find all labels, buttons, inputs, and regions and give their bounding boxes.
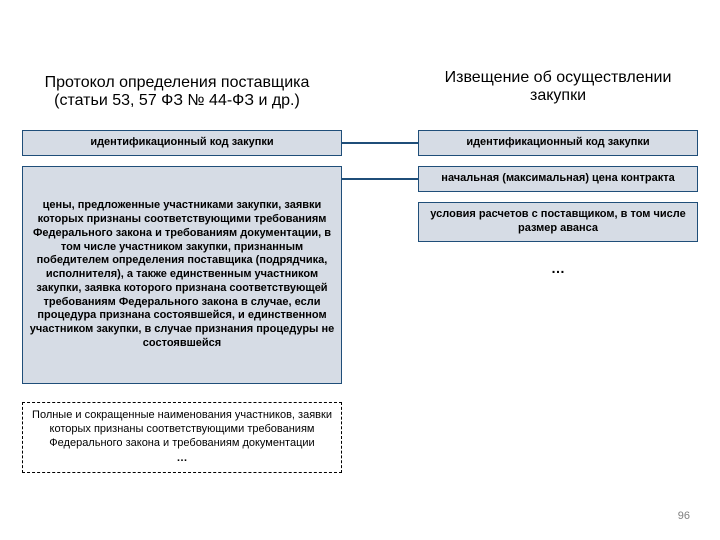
right-heading: Извещение об осуществлении закупки [418,69,698,105]
right-box-payment: условия расчетов с поставщиком, в том чи… [418,202,698,242]
left-heading: Протокол определения поставщика (статьи … [22,74,332,110]
left-dashed-text: Полные и сокращенные наименования участн… [32,409,332,449]
right-ellipsis-text: … [551,260,565,276]
right-box-id-code: идентификационный код закупки [418,130,698,156]
left-heading-text: Протокол определения поставщика (статьи … [45,74,310,109]
right-box-payment-text: условия расчетов с поставщиком, в том чи… [425,208,691,236]
left-box-id-code-text: идентификационный код закупки [90,136,273,150]
right-heading-text: Извещение об осуществлении закупки [445,69,672,104]
right-box-max-price: начальная (максимальная) цена контракта [418,166,698,192]
right-box-max-price-text: начальная (максимальная) цена контракта [441,172,674,186]
page-number-text: 96 [678,510,690,522]
right-box-id-code-text: идентификационный код закупки [466,136,649,150]
right-ellipsis: … [418,260,698,276]
left-box-prices: цены, предложенные участниками закупки, … [22,166,342,384]
left-box-id-code: идентификационный код закупки [22,130,342,156]
left-dashed-ellipsis: … [177,452,188,464]
left-dashed-box: Полные и сокращенные наименования участн… [22,402,342,473]
left-box-prices-text: цены, предложенные участниками закупки, … [29,199,335,350]
connector-2 [342,178,418,180]
page-number: 96 [678,510,690,522]
connector-1 [342,142,418,144]
